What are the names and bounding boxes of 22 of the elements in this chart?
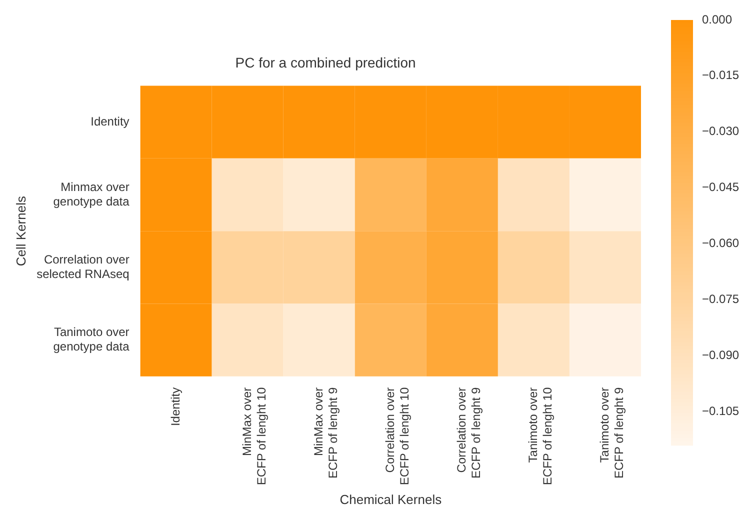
x-axis-title: Chemical Kernels bbox=[340, 492, 442, 507]
chart-title: PC for a combined prediction bbox=[235, 54, 416, 70]
x-tick-label: Tanimoto over ECFP of lenght 10 bbox=[526, 387, 554, 486]
y-tick-label: Minmax over genotype data bbox=[53, 180, 130, 208]
color-bar-label: −0.015 bbox=[702, 68, 740, 82]
y-axis-title: Cell Kernels bbox=[13, 196, 28, 266]
x-tick-label: Correlation over ECFP of lenght 9 bbox=[454, 387, 483, 479]
y-tick-label: Identity bbox=[90, 114, 130, 128]
color-bar-label: −0.045 bbox=[702, 180, 740, 194]
color-bar-label: −0.060 bbox=[702, 236, 740, 250]
color-bar-label: −0.075 bbox=[702, 292, 740, 306]
y-tick-label: Correlation over selected RNAseq bbox=[36, 252, 130, 281]
x-tick-label: Tanimoto over ECFP of lenght 9 bbox=[598, 387, 626, 479]
x-tick-label: Correlation over ECFP of lenght 10 bbox=[382, 387, 412, 486]
color-bar-label: −0.030 bbox=[702, 124, 740, 138]
x-tick-label: MinMax over ECFP of lenght 9 bbox=[311, 387, 340, 479]
x-tick-label: Identity bbox=[168, 387, 182, 426]
color-bar-label: 0.000 bbox=[702, 12, 732, 26]
y-tick-label: Tanimoto over genotype data bbox=[53, 325, 130, 354]
x-tick-label: MinMax over ECFP of lenght 10 bbox=[240, 387, 268, 486]
color-bar-label: −0.090 bbox=[702, 348, 740, 362]
color-bar-label: −0.105 bbox=[702, 404, 740, 418]
